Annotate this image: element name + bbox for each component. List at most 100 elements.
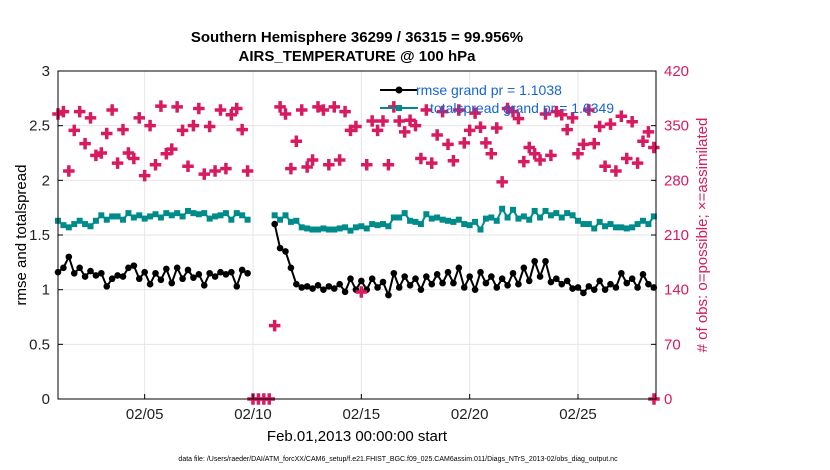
series-0-point (163, 265, 170, 273)
series-2-point (518, 155, 530, 168)
series-1-point (228, 216, 235, 223)
series-0-point (92, 272, 100, 279)
series-0-point (558, 280, 566, 288)
series-2-point (301, 161, 313, 173)
series-1-point (168, 212, 175, 219)
y-tick-label-left: 0 (42, 391, 50, 408)
series-0-point (401, 273, 408, 280)
series-1-point (585, 221, 592, 228)
series-0-point (200, 281, 208, 289)
series-1-point (331, 226, 338, 233)
series-1-point (634, 221, 641, 228)
series-0-point (531, 257, 538, 265)
legend: rmse grand pr = 1.1038 totalspread grand… (380, 82, 614, 116)
series-1-point (363, 225, 370, 232)
series-0-point (341, 288, 349, 296)
series-0-point (65, 253, 73, 261)
series-2-point (534, 154, 546, 166)
series-1-point (271, 212, 278, 219)
series-0-point (439, 279, 446, 287)
series-2-point (317, 104, 330, 116)
series-2-point (128, 152, 140, 165)
legend-rmse-label: rmse grand pr = 1.1038 (416, 82, 562, 98)
series-2-point (296, 104, 308, 116)
series-0-point (509, 269, 517, 277)
series-1-point (304, 225, 311, 232)
series-0-point (423, 273, 430, 280)
series-1-point (369, 221, 376, 228)
series-1-point (612, 224, 619, 231)
series-1-point (125, 210, 132, 217)
series-0-point (563, 277, 571, 285)
series-0-point (184, 266, 192, 274)
series-1-point (558, 214, 565, 221)
series-0-point (358, 277, 365, 285)
series-1-point (293, 217, 300, 224)
series-0-point (639, 271, 647, 278)
chart-title: Southern Hemisphere 36299 / 36315 = 99.9… (191, 29, 523, 46)
series-2-point (528, 148, 541, 160)
series-2-point (111, 157, 124, 169)
series-1-point (65, 224, 72, 231)
series-0-point (547, 278, 555, 286)
axis-ticks: 0 0.5 1 1.5 2 2.5 3 0 70 140 210 280 350 420 02/05 02/1… (29, 63, 689, 423)
series-1-point (455, 216, 462, 223)
series-2-point (182, 160, 194, 173)
series-0-point (471, 286, 479, 293)
y-tick-label-right: 210 (664, 227, 689, 244)
series-1-point (87, 223, 94, 230)
series-2-point (339, 105, 351, 118)
series-1-point (531, 207, 538, 214)
series-1-point (493, 217, 500, 224)
series-1-point (136, 212, 143, 219)
series-2-point (415, 152, 427, 165)
series-1-point (380, 221, 386, 228)
series-2-point (447, 155, 460, 167)
y-tick-label-right: 70 (664, 336, 681, 353)
series-2-point (328, 101, 340, 113)
series-0-point (206, 269, 213, 277)
series-0-point (417, 286, 425, 293)
series-0-point (515, 280, 522, 288)
series-1-point (239, 212, 246, 219)
series-2-point (485, 148, 498, 160)
series-0-point (607, 280, 614, 288)
x-axis-label: Feb.01,2013 00:00:00 start (267, 428, 448, 445)
series-2-point (198, 168, 210, 180)
series-0-point (303, 283, 311, 290)
series-2-point (333, 154, 346, 166)
series-1-point (277, 216, 284, 223)
y-tick-label-right: 350 (664, 118, 689, 135)
series-2-point (496, 176, 508, 188)
series-2-point (442, 138, 454, 151)
series-1-point (109, 213, 116, 220)
series-1-point (537, 214, 544, 221)
series-0-point (498, 275, 506, 283)
x-tick-label: 02/20 (451, 406, 489, 423)
series-1-point (510, 206, 516, 213)
series-1-point (336, 225, 343, 232)
series-0-point (590, 286, 598, 293)
series-2-point (610, 165, 622, 177)
series-0-point (460, 284, 468, 291)
series-1-point (515, 215, 522, 222)
series-1-point (320, 225, 327, 232)
series-0-point (287, 264, 295, 272)
series-0-point (81, 273, 89, 280)
series-1-point (461, 221, 468, 228)
series-1-point (482, 215, 489, 222)
series-0-point (450, 279, 457, 287)
series-0-point (228, 268, 235, 276)
series-2-point (398, 126, 411, 138)
series-2-point (79, 137, 91, 150)
y-axis-label-right: # of obs: o=possible; ×=assimilated (694, 118, 711, 353)
series-1-point (488, 214, 495, 221)
series-0-point (282, 248, 289, 255)
series-2-point (73, 105, 86, 118)
series-0-point (390, 269, 398, 277)
y-tick-label-left: 2 (42, 172, 50, 189)
series-1-point (385, 223, 392, 230)
y-tick-label-right: 140 (664, 282, 689, 299)
series-1-point (358, 223, 365, 230)
series-0-point (374, 284, 381, 291)
